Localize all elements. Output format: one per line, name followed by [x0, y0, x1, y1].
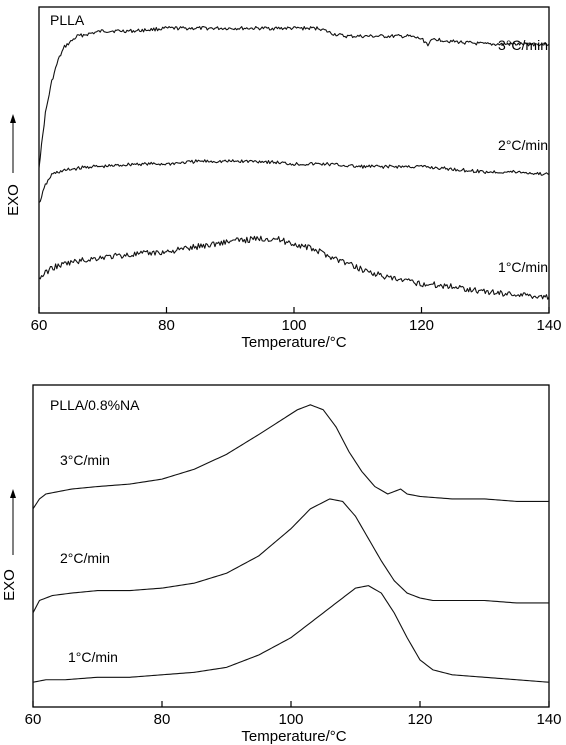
plla-panel: PLLA Temperature/°C EXO 60 80 100 120 140 3°… — [5, 6, 562, 351]
series-line — [38, 159, 550, 203]
x-tick-label: 100 — [278, 711, 303, 728]
x-tick-label: 120 — [409, 317, 434, 334]
x-tick-label: 80 — [154, 711, 171, 728]
curves — [38, 25, 550, 300]
exo-arrow-icon — [10, 114, 16, 173]
plla-na-panel: PLLA/0.8%NA Temperature/°C EXO 60 80 100 12… — [1, 384, 562, 745]
x-axis-title: Temperature/°C — [241, 728, 346, 745]
exo-arrow-icon — [10, 489, 16, 555]
x-ticks — [32, 701, 550, 707]
series-labels: 3°C/min 2°C/min 1°C/min — [60, 452, 118, 665]
series-label: 2°C/min — [60, 550, 110, 566]
panel-title: PLLA/0.8%NA — [50, 397, 140, 413]
x-tick-label: 100 — [281, 317, 306, 334]
series-line — [32, 498, 549, 614]
x-axis-title: Temperature/°C — [241, 334, 346, 351]
y-axis-title: EXO — [1, 569, 18, 601]
x-tick-labels: 60 80 100 120 140 — [25, 711, 562, 728]
series-label: 1°C/min — [498, 259, 548, 275]
x-tick-label: 140 — [536, 317, 561, 334]
series-labels: 3°C/min 2°C/min 1°C/min — [498, 37, 548, 275]
plot-frame — [38, 6, 550, 314]
series-line — [32, 404, 549, 510]
x-tick-labels: 60 80 100 120 140 — [31, 317, 562, 334]
series-label: 3°C/min — [60, 452, 110, 468]
x-tick-label: 140 — [536, 711, 561, 728]
x-tick-label: 80 — [158, 317, 175, 334]
x-tick-label: 60 — [25, 711, 42, 728]
series-line — [32, 585, 550, 683]
x-tick-label: 60 — [31, 317, 48, 334]
curves — [32, 404, 550, 683]
series-label: 1°C/min — [68, 649, 118, 665]
series-label: 2°C/min — [498, 137, 548, 153]
y-axis-title: EXO — [5, 184, 22, 216]
series-label: 3°C/min — [498, 37, 548, 53]
x-tick-label: 120 — [407, 711, 432, 728]
panel-title: PLLA — [50, 12, 85, 28]
y-axis-title-group: EXO — [5, 184, 22, 216]
y-axis-title-group: EXO — [1, 569, 18, 601]
series-line — [38, 235, 550, 300]
x-ticks — [38, 307, 550, 313]
series-line — [38, 25, 550, 169]
